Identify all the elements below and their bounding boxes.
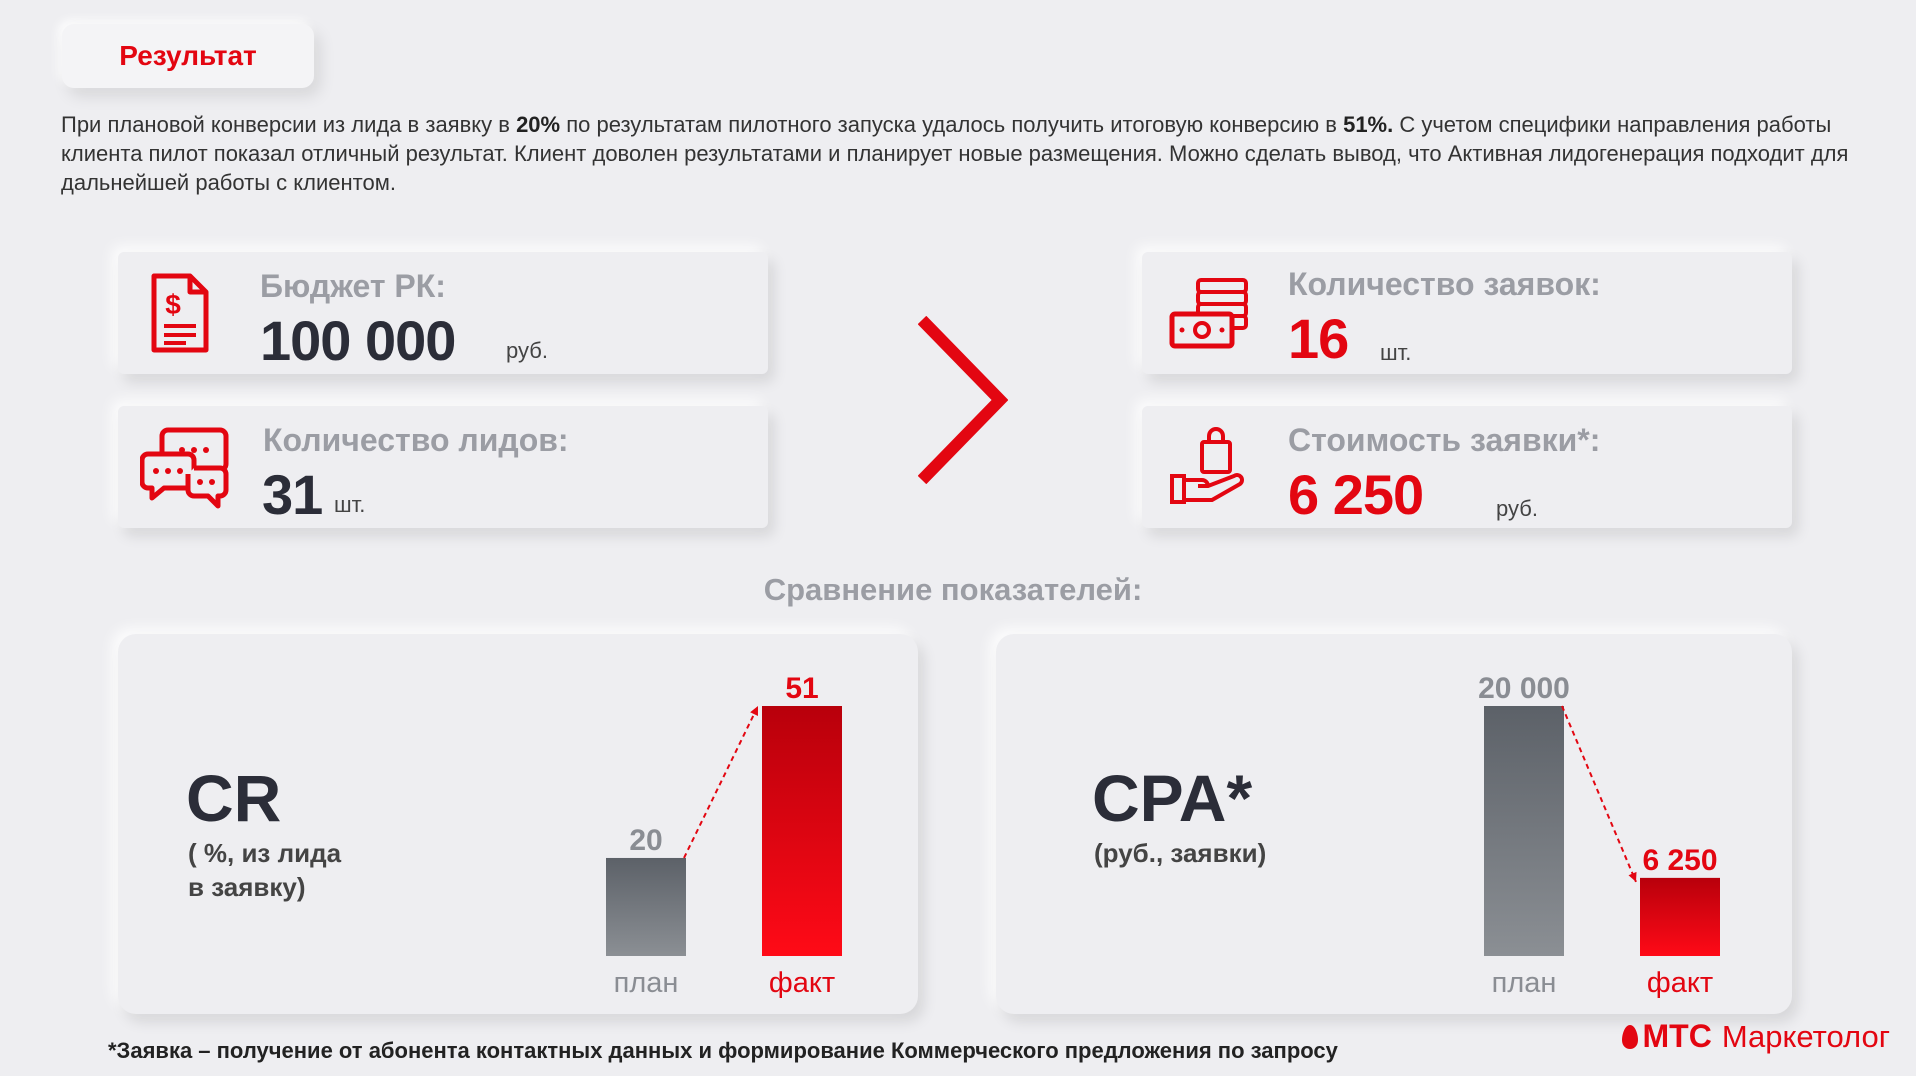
cr-bar-plan: [606, 857, 686, 956]
cr-trend-arrow: [683, 705, 759, 859]
cost-unit: руб.: [1496, 496, 1538, 521]
intro-text-1: При плановой конверсии из лида в заявку …: [61, 112, 517, 137]
requests-card: Количество заявок: 16 шт.: [1142, 252, 1792, 374]
invoice-dollar-icon: $: [140, 270, 220, 361]
comparison-title: Сравнение показателей:: [763, 572, 1143, 607]
budget-value: 100 000: [260, 309, 456, 372]
cpa-chart-card: CPA* (руб., заявки) 20 000 план 6 250 факт: [996, 634, 1792, 1014]
cr-subtitle: ( %, из лида в заявку): [188, 836, 341, 904]
cpa-bar-fact: [1640, 877, 1720, 956]
cpa-category-label-fact: факт: [1647, 967, 1713, 999]
chevron-right-icon: [918, 316, 1008, 484]
budget-unit: руб.: [506, 338, 548, 363]
cr-subtitle-line2: в заявку): [188, 872, 306, 902]
cost-card: Стоимость заявки*: 6 250 руб.: [1142, 406, 1792, 528]
cpa-trend-arrowhead: [1628, 871, 1637, 882]
brand-name: Маркетолог: [1721, 1018, 1890, 1054]
cr-title: CR: [186, 761, 282, 835]
cpa-bar-plan: [1484, 706, 1564, 956]
cr-trend-arrowhead: [750, 706, 758, 716]
intro-text-2: по результатам пилотного запуска удалось…: [560, 112, 1344, 137]
chat-bubbles-icon: [139, 424, 234, 515]
intro-plan-conversion: 20%: [516, 112, 561, 137]
egg-logo-icon: [1621, 1024, 1638, 1049]
money-stack-icon: [1168, 274, 1252, 357]
cpa-category-label-plan: план: [1492, 967, 1557, 999]
result-tag: Результат: [62, 24, 314, 88]
cpa-bar-chart: 20 000 план 6 250 факт: [1478, 672, 1720, 999]
leads-card: Количество лидов: 31 шт.: [118, 406, 768, 528]
cr-category-label-fact: факт: [769, 967, 835, 999]
budget-card: $ Бюджет РК: 100 000 руб.: [118, 252, 768, 374]
cr-chart-card: CR ( %, из лида в заявку) 20 план 51 факт: [118, 634, 918, 1014]
requests-unit: шт.: [1380, 340, 1412, 365]
leads-value: 31: [262, 463, 323, 526]
intro-fact-conversion: 51%.: [1343, 112, 1394, 137]
cr-category-label-plan: план: [614, 967, 679, 999]
cpa-subtitle: (руб., заявки): [1094, 836, 1266, 870]
footnote: *Заявка – получение от абонента контактн…: [108, 1038, 1338, 1063]
cpa-subtitle-line1: (руб., заявки): [1094, 838, 1267, 868]
cr-value-label-fact: 51: [785, 672, 818, 705]
svg-text:$: $: [165, 289, 181, 320]
cr-value-label-plan: 20: [629, 824, 662, 857]
budget-label: Бюджет РК:: [260, 268, 446, 304]
cr-bar-chart: 20 план 51 факт: [606, 672, 842, 999]
cr-bar-fact: [762, 706, 842, 956]
brand-logo: МТС Маркетолог: [1621, 1018, 1890, 1055]
intro-text-3: С учетом специфики направления работы кл…: [61, 112, 1849, 195]
cpa-trend-arrow: [1561, 705, 1637, 883]
brand-mts: МТС: [1642, 1018, 1712, 1054]
cr-subtitle-line1: ( %, из лида: [188, 838, 342, 868]
cpa-title: CPA*: [1092, 761, 1253, 835]
leads-unit: шт.: [334, 492, 366, 517]
cpa-value-label-plan: 20 000: [1478, 672, 1570, 705]
cost-label: Стоимость заявки*:: [1288, 422, 1601, 458]
requests-label: Количество заявок:: [1288, 266, 1601, 302]
cost-value: 6 250: [1288, 463, 1424, 526]
hand-bag-icon: [1168, 426, 1252, 511]
intro-paragraph: При плановой конверсии из лида в заявку …: [61, 110, 1851, 197]
leads-label: Количество лидов:: [263, 422, 569, 458]
cpa-value-label-fact: 6 250: [1642, 844, 1717, 877]
requests-value: 16: [1288, 307, 1349, 370]
